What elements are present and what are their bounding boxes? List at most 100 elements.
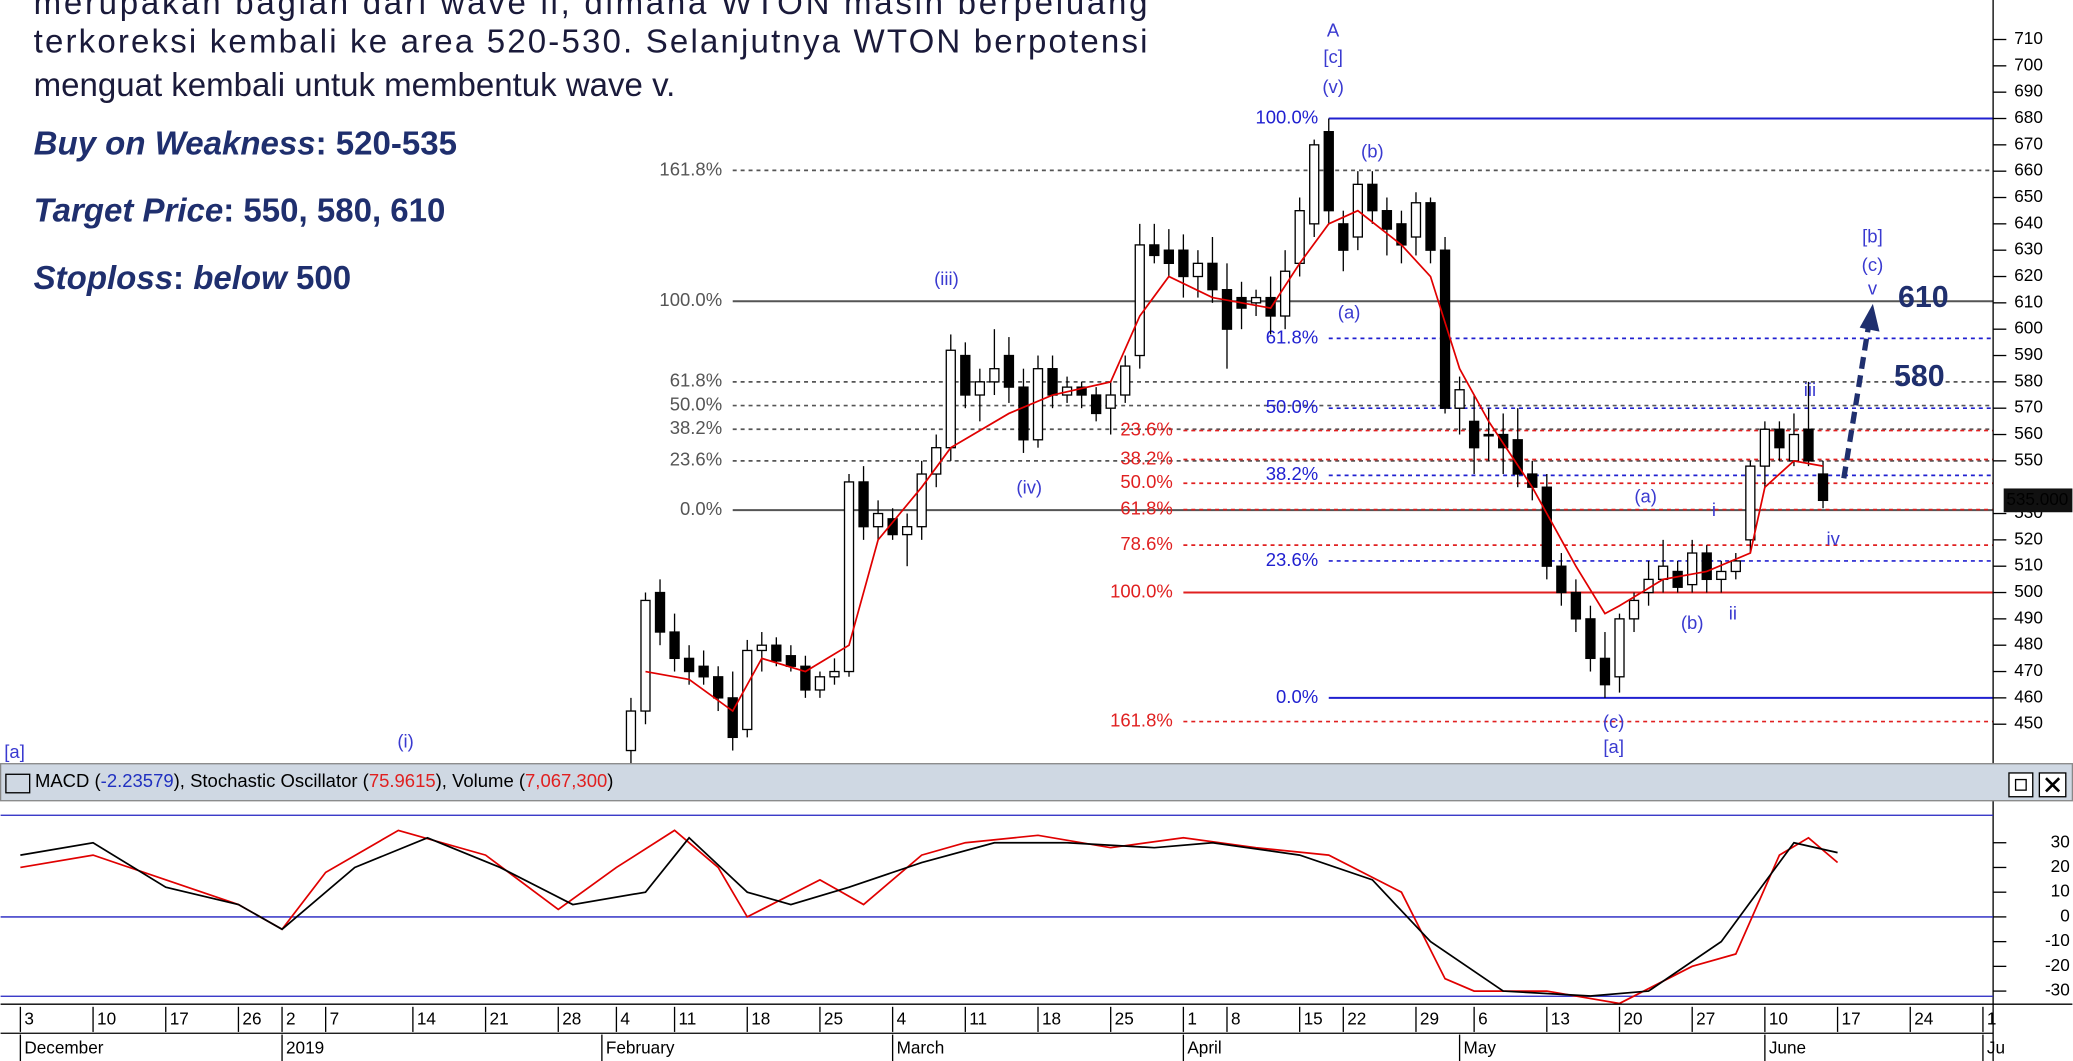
indicator-tick-label: -10 bbox=[2045, 930, 2070, 950]
wave-label: (v) bbox=[1322, 76, 1344, 97]
candle-body bbox=[785, 655, 797, 667]
x-tick-label: 10 bbox=[1769, 1009, 1788, 1029]
indicator-tick-label: 20 bbox=[2051, 856, 2070, 876]
fib-label: 100.0% bbox=[659, 289, 722, 310]
fib-label: 61.8% bbox=[670, 370, 722, 391]
candle-body bbox=[1687, 552, 1698, 586]
text-line: merupakan bagian dari wave ii, dimana WT… bbox=[34, 0, 1148, 21]
maximize-icon bbox=[2014, 778, 2027, 791]
y-tick-label: 560 bbox=[2014, 423, 2043, 443]
text-line: terkoreksi kembali ke area 520-530. Sela… bbox=[34, 22, 1148, 59]
x-tick-label: 1 bbox=[1187, 1009, 1197, 1029]
trade-item-part: Target Price bbox=[34, 191, 224, 228]
fib-label: 100.0% bbox=[1255, 106, 1318, 127]
close-icon bbox=[2045, 777, 2061, 793]
candle-body bbox=[771, 644, 782, 662]
wave-label: i bbox=[1712, 499, 1716, 520]
fib-label: 161.8% bbox=[1110, 709, 1173, 730]
candle-body bbox=[1817, 473, 1829, 502]
candle-body bbox=[945, 349, 956, 449]
fib-label: 38.2% bbox=[1266, 463, 1318, 484]
candle-body bbox=[756, 644, 767, 652]
wave-label: (b) bbox=[1361, 141, 1384, 162]
wave-label: (a) bbox=[1634, 486, 1657, 507]
candle-body bbox=[1425, 202, 1436, 251]
target-label: 580 bbox=[1894, 359, 1945, 393]
y-tick-label: 660 bbox=[2014, 160, 2043, 180]
wave-label: [a] bbox=[1603, 736, 1624, 757]
wave-label: [b] bbox=[1862, 226, 1883, 247]
y-tick-label: 670 bbox=[2014, 133, 2043, 153]
x-tick-label: 3 bbox=[24, 1009, 34, 1029]
candle-body bbox=[1178, 249, 1189, 278]
forecast-arrow-head bbox=[1859, 303, 1880, 332]
candle-body bbox=[1018, 386, 1029, 441]
month-label: April bbox=[1187, 1038, 1221, 1058]
x-tick-label: 14 bbox=[417, 1009, 437, 1029]
fib-label: 38.2% bbox=[670, 417, 722, 438]
header-part: ), Stochastic Oscillator ( bbox=[174, 770, 370, 791]
candle-body bbox=[1716, 570, 1727, 581]
x-tick-label: 18 bbox=[751, 1009, 770, 1029]
candle-body bbox=[1090, 394, 1102, 415]
header-part: ), Volume ( bbox=[436, 770, 526, 791]
fib-label: 78.6% bbox=[1120, 533, 1172, 554]
candle-body bbox=[1541, 486, 1552, 567]
candle-body bbox=[669, 631, 680, 660]
y-tick-label: 630 bbox=[2014, 239, 2043, 259]
y-tick-label: 610 bbox=[2014, 291, 2043, 311]
candle-body bbox=[1483, 433, 1494, 437]
y-tick-label: 510 bbox=[2014, 555, 2043, 575]
month-label: 2019 bbox=[286, 1038, 324, 1058]
candle-body bbox=[1192, 262, 1204, 278]
candle-body bbox=[1207, 262, 1218, 291]
candle-body bbox=[814, 676, 826, 691]
maximize-button[interactable] bbox=[2008, 772, 2034, 798]
candle-body bbox=[742, 649, 753, 731]
candle-body bbox=[1032, 368, 1044, 441]
fib-label: 100.0% bbox=[1110, 580, 1173, 601]
candle-body bbox=[1367, 183, 1378, 212]
candle-body bbox=[829, 670, 840, 678]
y-tick-label: 450 bbox=[2014, 713, 2043, 733]
x-tick-label: 25 bbox=[1115, 1009, 1134, 1029]
x-tick-label: 7 bbox=[330, 1009, 340, 1029]
candle-body bbox=[872, 512, 884, 528]
x-tick-label: 8 bbox=[1231, 1009, 1241, 1029]
text-block: merupakan bagian dari wave ii, dimana WT… bbox=[34, 0, 1148, 296]
y-tick-label: 580 bbox=[2014, 370, 2043, 390]
date-axis: 3 10 17 26 2 7 14 21 28 4 11 18 25 4 11 18 25 1 8 15 22 29 6 13… bbox=[19, 1006, 2005, 1061]
x-tick-label: 17 bbox=[1842, 1009, 1861, 1029]
candle-body bbox=[1439, 249, 1451, 409]
indicator-tick-label: -20 bbox=[2045, 955, 2070, 975]
wave-label: (a) bbox=[1338, 301, 1361, 322]
price-pane: 4504604704804905005105205305505605705805… bbox=[4, 19, 2073, 764]
x-tick-label: 11 bbox=[679, 1009, 697, 1029]
candle-body bbox=[1570, 591, 1582, 620]
x-tick-label: 4 bbox=[620, 1009, 630, 1029]
indicator-header: MACD (-2.23579), Stochastic Oscillator (… bbox=[35, 770, 613, 791]
candle-body bbox=[1556, 565, 1567, 594]
x-tick-label: 29 bbox=[1420, 1009, 1439, 1029]
candle-body bbox=[1628, 599, 1640, 620]
wave-label: (iii) bbox=[934, 268, 959, 289]
header-part: 7,067,300 bbox=[525, 770, 607, 791]
x-tick-label: 20 bbox=[1623, 1009, 1642, 1029]
x-tick-label: 27 bbox=[1696, 1009, 1715, 1029]
candle-body bbox=[1454, 389, 1465, 409]
candle-body bbox=[800, 665, 811, 691]
candle-body bbox=[1774, 428, 1785, 449]
wave-label: (b) bbox=[1681, 612, 1704, 633]
trade-item-part: Buy on Weakness bbox=[34, 124, 316, 161]
indicator-line bbox=[20, 836, 1838, 997]
x-tick-label: 6 bbox=[1478, 1009, 1488, 1029]
fib-label: 0.0% bbox=[1276, 686, 1318, 707]
x-tick-label: 22 bbox=[1347, 1009, 1366, 1029]
fib-label: 50.0% bbox=[1120, 471, 1172, 492]
y-tick-label: 500 bbox=[2014, 581, 2043, 601]
x-tick-label: 25 bbox=[824, 1009, 843, 1029]
x-tick-label: 26 bbox=[242, 1009, 261, 1029]
candle-body bbox=[843, 481, 855, 673]
month-label: May bbox=[1464, 1038, 1497, 1058]
